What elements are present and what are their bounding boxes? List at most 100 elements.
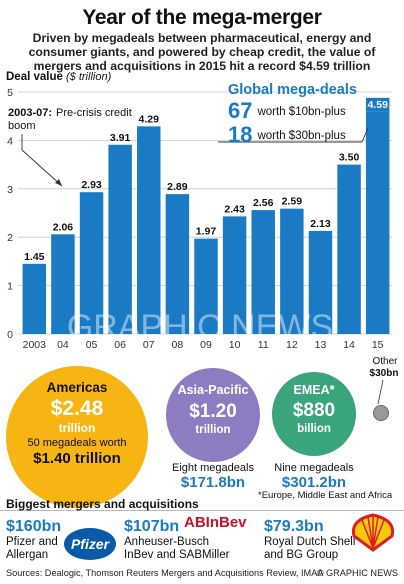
emea-value: $880 xyxy=(292,400,336,421)
mega-deals-count-1: 67 xyxy=(228,98,253,123)
bar xyxy=(308,230,333,334)
y-tick-label: 1 xyxy=(7,281,13,293)
x-tick-label: 06 xyxy=(114,339,126,351)
bar-value-label: 3.50 xyxy=(339,152,360,164)
watermark-text: GRAPHIC NEWS xyxy=(67,308,333,346)
y-tick-label: 3 xyxy=(7,184,13,196)
asia-name: Asia-Pacific xyxy=(177,383,249,397)
bar xyxy=(137,126,161,334)
annotation-text-line2: boom xyxy=(8,120,36,132)
deal-2-amount: $107bn xyxy=(124,518,180,535)
deal-2: $107bn Anheuser-Busch InBev and SABMille… xyxy=(124,518,240,562)
bar xyxy=(79,192,104,334)
divider xyxy=(0,510,404,511)
asia-note-value: $171.8bn xyxy=(180,474,246,491)
bar xyxy=(22,263,47,334)
pfizer-logo: Pfizer xyxy=(64,528,116,560)
bar xyxy=(108,144,132,334)
asia-value: $1.20 xyxy=(189,401,237,422)
bar xyxy=(280,208,304,334)
x-tick-label: 04 xyxy=(57,339,69,351)
americas-note-value: $1.40 trillion xyxy=(33,450,121,467)
bar-value-label: 1.97 xyxy=(196,226,217,238)
other-pointer xyxy=(377,380,384,405)
mega-deals-text-2: worth $30bn-plus xyxy=(257,130,346,142)
emea-footnote: *Europe, Middle East and Africa xyxy=(258,490,393,501)
deal-3-amount: $79.3bn xyxy=(264,518,324,535)
bar-value-label: 2.59 xyxy=(282,196,303,208)
x-tick-label: 05 xyxy=(86,339,98,351)
bar-value-label: 4.29 xyxy=(139,113,160,125)
annotation-label: 2003-07: xyxy=(8,107,52,119)
bar xyxy=(51,234,75,334)
annotation-arrowhead xyxy=(55,179,62,186)
deal-3: $79.3bn Royal Dutch Shell and BG Group xyxy=(264,518,360,562)
bar xyxy=(365,111,390,335)
bar-value-label: 3.91 xyxy=(110,132,131,144)
bar-value-label: 4.59 xyxy=(367,99,388,111)
emea-name: EMEA* xyxy=(293,383,335,397)
bar xyxy=(165,194,190,334)
y-tick-label: 5 xyxy=(7,87,13,99)
bar-value-label: 2.93 xyxy=(81,179,102,191)
bar-value-label: 2.43 xyxy=(224,203,245,215)
pfizer-logo-text: Pfizer xyxy=(70,536,110,552)
x-tick-label: 12 xyxy=(286,339,298,351)
x-tick-label: 07 xyxy=(143,339,155,351)
subtitle: Driven by megadeals between pharmaceutic… xyxy=(28,31,376,73)
deal-3-name: Royal Dutch Shell and BG Group xyxy=(264,536,356,561)
mega-deals-text-1: worth $10bn-plus xyxy=(257,106,346,118)
emea-unit: billion xyxy=(297,423,331,435)
mega-deals-pointer xyxy=(218,127,369,143)
other-name: Other xyxy=(372,356,398,367)
emea-note-value: $301.2bn xyxy=(281,474,347,491)
x-tick-label: 08 xyxy=(172,339,184,351)
bar xyxy=(337,164,361,334)
y-tick-label: 0 xyxy=(7,329,13,341)
deal-2-name: Anheuser-Busch InBev and SABMiller xyxy=(124,536,230,561)
mega-deals-row-2: 18 worth $30bn-plus xyxy=(228,122,346,148)
y-axis-label: Deal value xyxy=(6,71,63,83)
americas-name: Americas xyxy=(46,380,108,395)
mega-deals-row-1: 67 worth $10bn-plus xyxy=(228,98,346,124)
bar-value-label: 2.06 xyxy=(53,221,74,233)
deal-1-name: Pfizer and Allergan xyxy=(6,536,58,561)
bar-label-box xyxy=(365,97,390,112)
americas-note: 50 megadeals worth xyxy=(27,437,127,449)
x-tick-label: 10 xyxy=(229,339,241,351)
other-circle xyxy=(373,405,389,421)
sources: Sources: Dealogic, Thomson Reuters Merge… xyxy=(6,568,324,578)
bar xyxy=(222,216,247,334)
annotation-pointer xyxy=(21,134,63,187)
emea-note: Nine megadeals xyxy=(274,462,354,474)
asia-unit: trillion xyxy=(195,424,231,436)
americas-circle: Americas $2.48 trillion 50 megadeals wor… xyxy=(6,366,148,508)
mega-deals-count-2: 18 xyxy=(228,122,253,147)
shell-logo-icon xyxy=(351,513,395,552)
asia-note: Eight megadeals xyxy=(172,462,254,474)
bar-chart: Deal value ($ trillion) 0 12 3 4 5 1.45 2003 2.06… xyxy=(6,71,392,351)
abinbev-logo: ABInBev xyxy=(184,514,247,531)
x-tick-label: 09 xyxy=(200,339,212,351)
bar-value-label: 2.56 xyxy=(253,197,274,209)
abinbev-logo-text: ABInBev xyxy=(184,514,247,531)
x-tick-label: 2003 xyxy=(23,339,47,351)
bar-value-label: 1.45 xyxy=(24,251,45,263)
deal-1-amount: $160bn xyxy=(6,518,62,535)
deal-1: $160bn Pfizer and Allergan xyxy=(6,518,72,562)
x-tick-label: 14 xyxy=(343,339,355,351)
x-tick-label: 15 xyxy=(372,339,384,351)
emea-circle: EMEA* $880 billion xyxy=(272,372,356,456)
biggest-title: Biggest mergers and acquisitions xyxy=(6,497,199,511)
x-tick-label: 13 xyxy=(315,339,327,351)
mega-deals-title: Global mega-deals xyxy=(228,82,357,98)
page-title: Year of the mega-merger xyxy=(82,6,322,29)
bar-value-label: 2.13 xyxy=(310,218,331,230)
bar xyxy=(194,238,218,334)
americas-value: $2.48 xyxy=(50,397,104,420)
bar-value-label: 2.89 xyxy=(167,181,188,193)
y-tick-label: 4 xyxy=(7,135,13,147)
bar xyxy=(251,210,275,334)
annotation-text-line1: Pre-crisis credit xyxy=(56,107,132,119)
y-axis-unit: ($ trillion) xyxy=(66,71,112,83)
